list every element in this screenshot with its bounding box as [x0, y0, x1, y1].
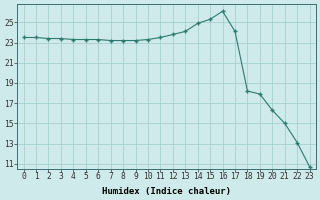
X-axis label: Humidex (Indice chaleur): Humidex (Indice chaleur) [102, 187, 231, 196]
